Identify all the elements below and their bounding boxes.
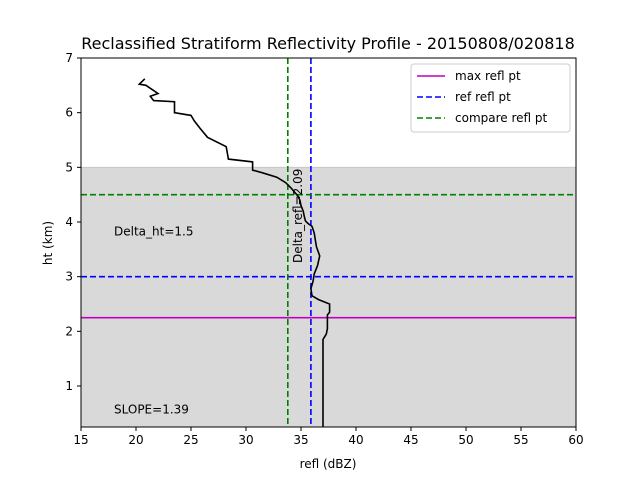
shaded-region [80, 166, 577, 428]
legend-label: max refl pt [455, 69, 521, 83]
x-tick-label: 15 [73, 433, 88, 447]
chart-title: Reclassified Stratiform Reflectivity Pro… [81, 34, 575, 53]
y-tick-label: 4 [65, 215, 73, 229]
legend: max refl pt ref refl pt compare refl pt [410, 63, 571, 133]
annotation-1: SLOPE=1.39 [114, 402, 189, 416]
profile-line [137, 78, 331, 427]
y-tick-label: 3 [65, 270, 73, 284]
legend-label: compare refl pt [455, 111, 548, 125]
axes-frame [80, 57, 577, 428]
legend-box [410, 63, 571, 133]
x-tick-label: 30 [238, 433, 253, 447]
y-tick-label: 7 [65, 51, 73, 65]
x-tick-label: 45 [403, 433, 418, 447]
y-tick-label: 5 [65, 160, 73, 174]
x-tick-label: 20 [128, 433, 143, 447]
legend-label: ref refl pt [455, 90, 511, 104]
x-axis-label: refl (dBZ) [300, 457, 357, 471]
annotation-0: Delta_ht=1.5 [114, 225, 193, 239]
x-tick-label: 40 [348, 433, 363, 447]
y-tick-label: 6 [65, 106, 73, 120]
y-axis-label: ht (km) [41, 221, 55, 265]
x-tick-label: 50 [458, 433, 473, 447]
x-tick-label: 55 [513, 433, 528, 447]
y-tick-label: 2 [65, 324, 73, 338]
x-tick-label: 35 [293, 433, 308, 447]
annotation-2: Delta_refl=2.09 [291, 169, 305, 263]
y-tick-label: 1 [65, 379, 73, 393]
x-tick-label: 25 [183, 433, 198, 447]
x-tick-label: 60 [568, 433, 583, 447]
